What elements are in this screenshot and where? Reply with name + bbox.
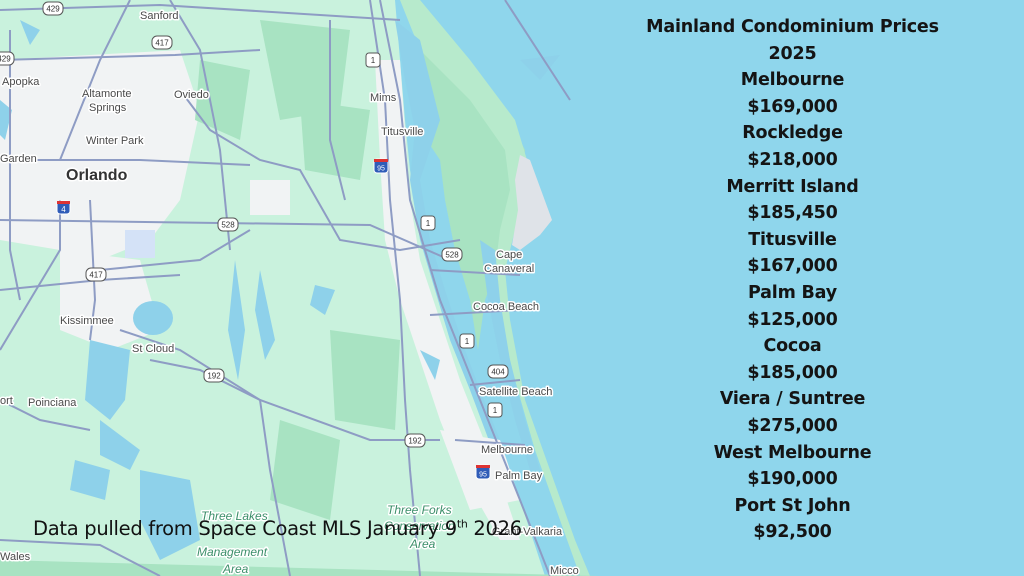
- route-404-shield: 404: [487, 364, 509, 379]
- data-source-note: Data pulled from Space Coast MLS January…: [33, 517, 522, 540]
- label-three-forks: Three Forks: [387, 503, 452, 517]
- city-price: $190,000: [747, 469, 838, 490]
- svg-text:528: 528: [445, 251, 459, 260]
- panel-title: Mainland Condominium Prices: [646, 17, 939, 37]
- label-orlando: Orlando: [66, 167, 128, 184]
- city-price: $185,000: [747, 362, 838, 383]
- route-192-shield: 192: [203, 368, 225, 383]
- roads: [0, 0, 571, 576]
- route-429-shield: 429: [0, 51, 15, 66]
- label-garden: Garden: [0, 153, 37, 165]
- city-name: West Melbourne: [713, 442, 872, 463]
- route-shields: 429 429 417 417 528 528 192 192 1 1 1 1 …: [0, 1, 509, 480]
- label-satellite-beach: Satellite Beach: [479, 386, 552, 398]
- svg-text:429: 429: [46, 5, 60, 14]
- city-price: $185,450: [747, 203, 838, 224]
- label-oviedo: Oviedo: [174, 89, 209, 101]
- indian-river: [395, 20, 510, 470]
- route-192-shield: 192: [404, 433, 426, 448]
- svg-text:528: 528: [221, 221, 235, 230]
- svg-text:95: 95: [479, 472, 487, 479]
- label-three-lakes-area: Area: [222, 562, 249, 576]
- svg-text:1: 1: [465, 337, 470, 346]
- label-canaveral: Canaveral: [484, 263, 534, 275]
- city-name: Palm Bay: [748, 282, 837, 303]
- city-name: Titusville: [748, 229, 837, 250]
- city-name: Cocoa: [763, 336, 822, 357]
- us1-shield: 1: [365, 52, 381, 68]
- label-titusville: Titusville: [381, 126, 423, 138]
- price-panel: Mainland Condominium Prices 2025 Melbour…: [600, 14, 985, 546]
- label-winter-park: Winter Park: [86, 135, 144, 147]
- label-three-lakes: Three Lakes: [201, 509, 268, 523]
- city-price: $125,000: [747, 309, 838, 330]
- svg-text:95: 95: [377, 166, 385, 173]
- label-cocoa-beach: Cocoa Beach: [473, 301, 539, 313]
- data-source-year: 2026: [467, 517, 522, 540]
- route-528-shield: 528: [217, 217, 239, 232]
- us1-shield: 1: [487, 402, 503, 418]
- label-kissimmee: Kissimmee: [60, 315, 114, 327]
- route-417-shield: 417: [85, 267, 107, 282]
- label-wales: Wales: [0, 551, 31, 563]
- place-labels: Sanford Apopka Altamonte Springs Oviedo …: [0, 9, 580, 576]
- label-three-forks-conservation: Conservation: [384, 519, 455, 533]
- svg-text:1: 1: [371, 56, 376, 65]
- label-cape: Cape: [496, 249, 522, 261]
- us1-shield: 1: [459, 333, 475, 349]
- label-springs: Springs: [89, 102, 127, 114]
- svg-text:1: 1: [493, 406, 498, 415]
- label-st-cloud: St Cloud: [132, 343, 174, 355]
- label-three-forks-area: Area: [409, 537, 436, 551]
- city-price: $275,000: [747, 415, 838, 436]
- data-source-text: Data pulled from Space Coast MLS January…: [33, 517, 457, 540]
- route-429-shield: 429: [42, 1, 64, 16]
- city-name: Melbourne: [740, 70, 845, 91]
- airport-area: [125, 230, 155, 258]
- route-528-shield: 528: [441, 247, 463, 262]
- label-grant-valkaria: Grant-Valkaria: [492, 526, 563, 538]
- barrier-island: [400, 0, 590, 576]
- city-name: Rockledge: [742, 123, 843, 144]
- label-palm-bay: Palm Bay: [495, 470, 543, 482]
- ordinal-suffix: th: [456, 517, 468, 531]
- city-price: $169,000: [747, 96, 838, 117]
- label-micco: Micco: [550, 565, 579, 576]
- label-sanford: Sanford: [140, 10, 179, 22]
- label-altamonte: Altamonte: [82, 88, 132, 100]
- svg-text:192: 192: [408, 437, 422, 446]
- city-name: Port St John: [734, 495, 851, 516]
- us1-shield: 1: [420, 215, 436, 231]
- lakes: [0, 20, 560, 560]
- label-apopka: Apopka: [2, 76, 40, 88]
- label-three-lakes-mgmt: Management: [197, 545, 268, 559]
- svg-text:1: 1: [426, 219, 431, 228]
- city-price: $167,000: [747, 256, 838, 277]
- label-poinciana: Poinciana: [28, 397, 77, 409]
- svg-text:417: 417: [89, 271, 103, 280]
- svg-text:429: 429: [0, 55, 11, 64]
- label-melbourne: Melbourne: [481, 444, 533, 456]
- route-417-shield: 417: [151, 35, 173, 50]
- city-price: $218,000: [747, 149, 838, 170]
- svg-text:404: 404: [491, 368, 505, 377]
- city-name: Viera / Suntree: [719, 389, 866, 410]
- i95-shield: 95: [475, 464, 491, 480]
- banana-river: [480, 240, 540, 470]
- label-ort: ort: [0, 395, 13, 407]
- cape-canaveral: [512, 155, 552, 250]
- forest-patches: [0, 20, 600, 576]
- city-price: $92,500: [753, 522, 832, 543]
- label-mims: Mims: [370, 92, 397, 104]
- panel-year: 2025: [768, 43, 817, 64]
- city-name: Merritt Island: [726, 176, 859, 197]
- svg-text:417: 417: [155, 39, 169, 48]
- i95-shield: 95: [373, 158, 389, 174]
- svg-text:4: 4: [61, 205, 66, 214]
- svg-text:192: 192: [207, 372, 221, 381]
- i4-shield: 4: [56, 200, 71, 215]
